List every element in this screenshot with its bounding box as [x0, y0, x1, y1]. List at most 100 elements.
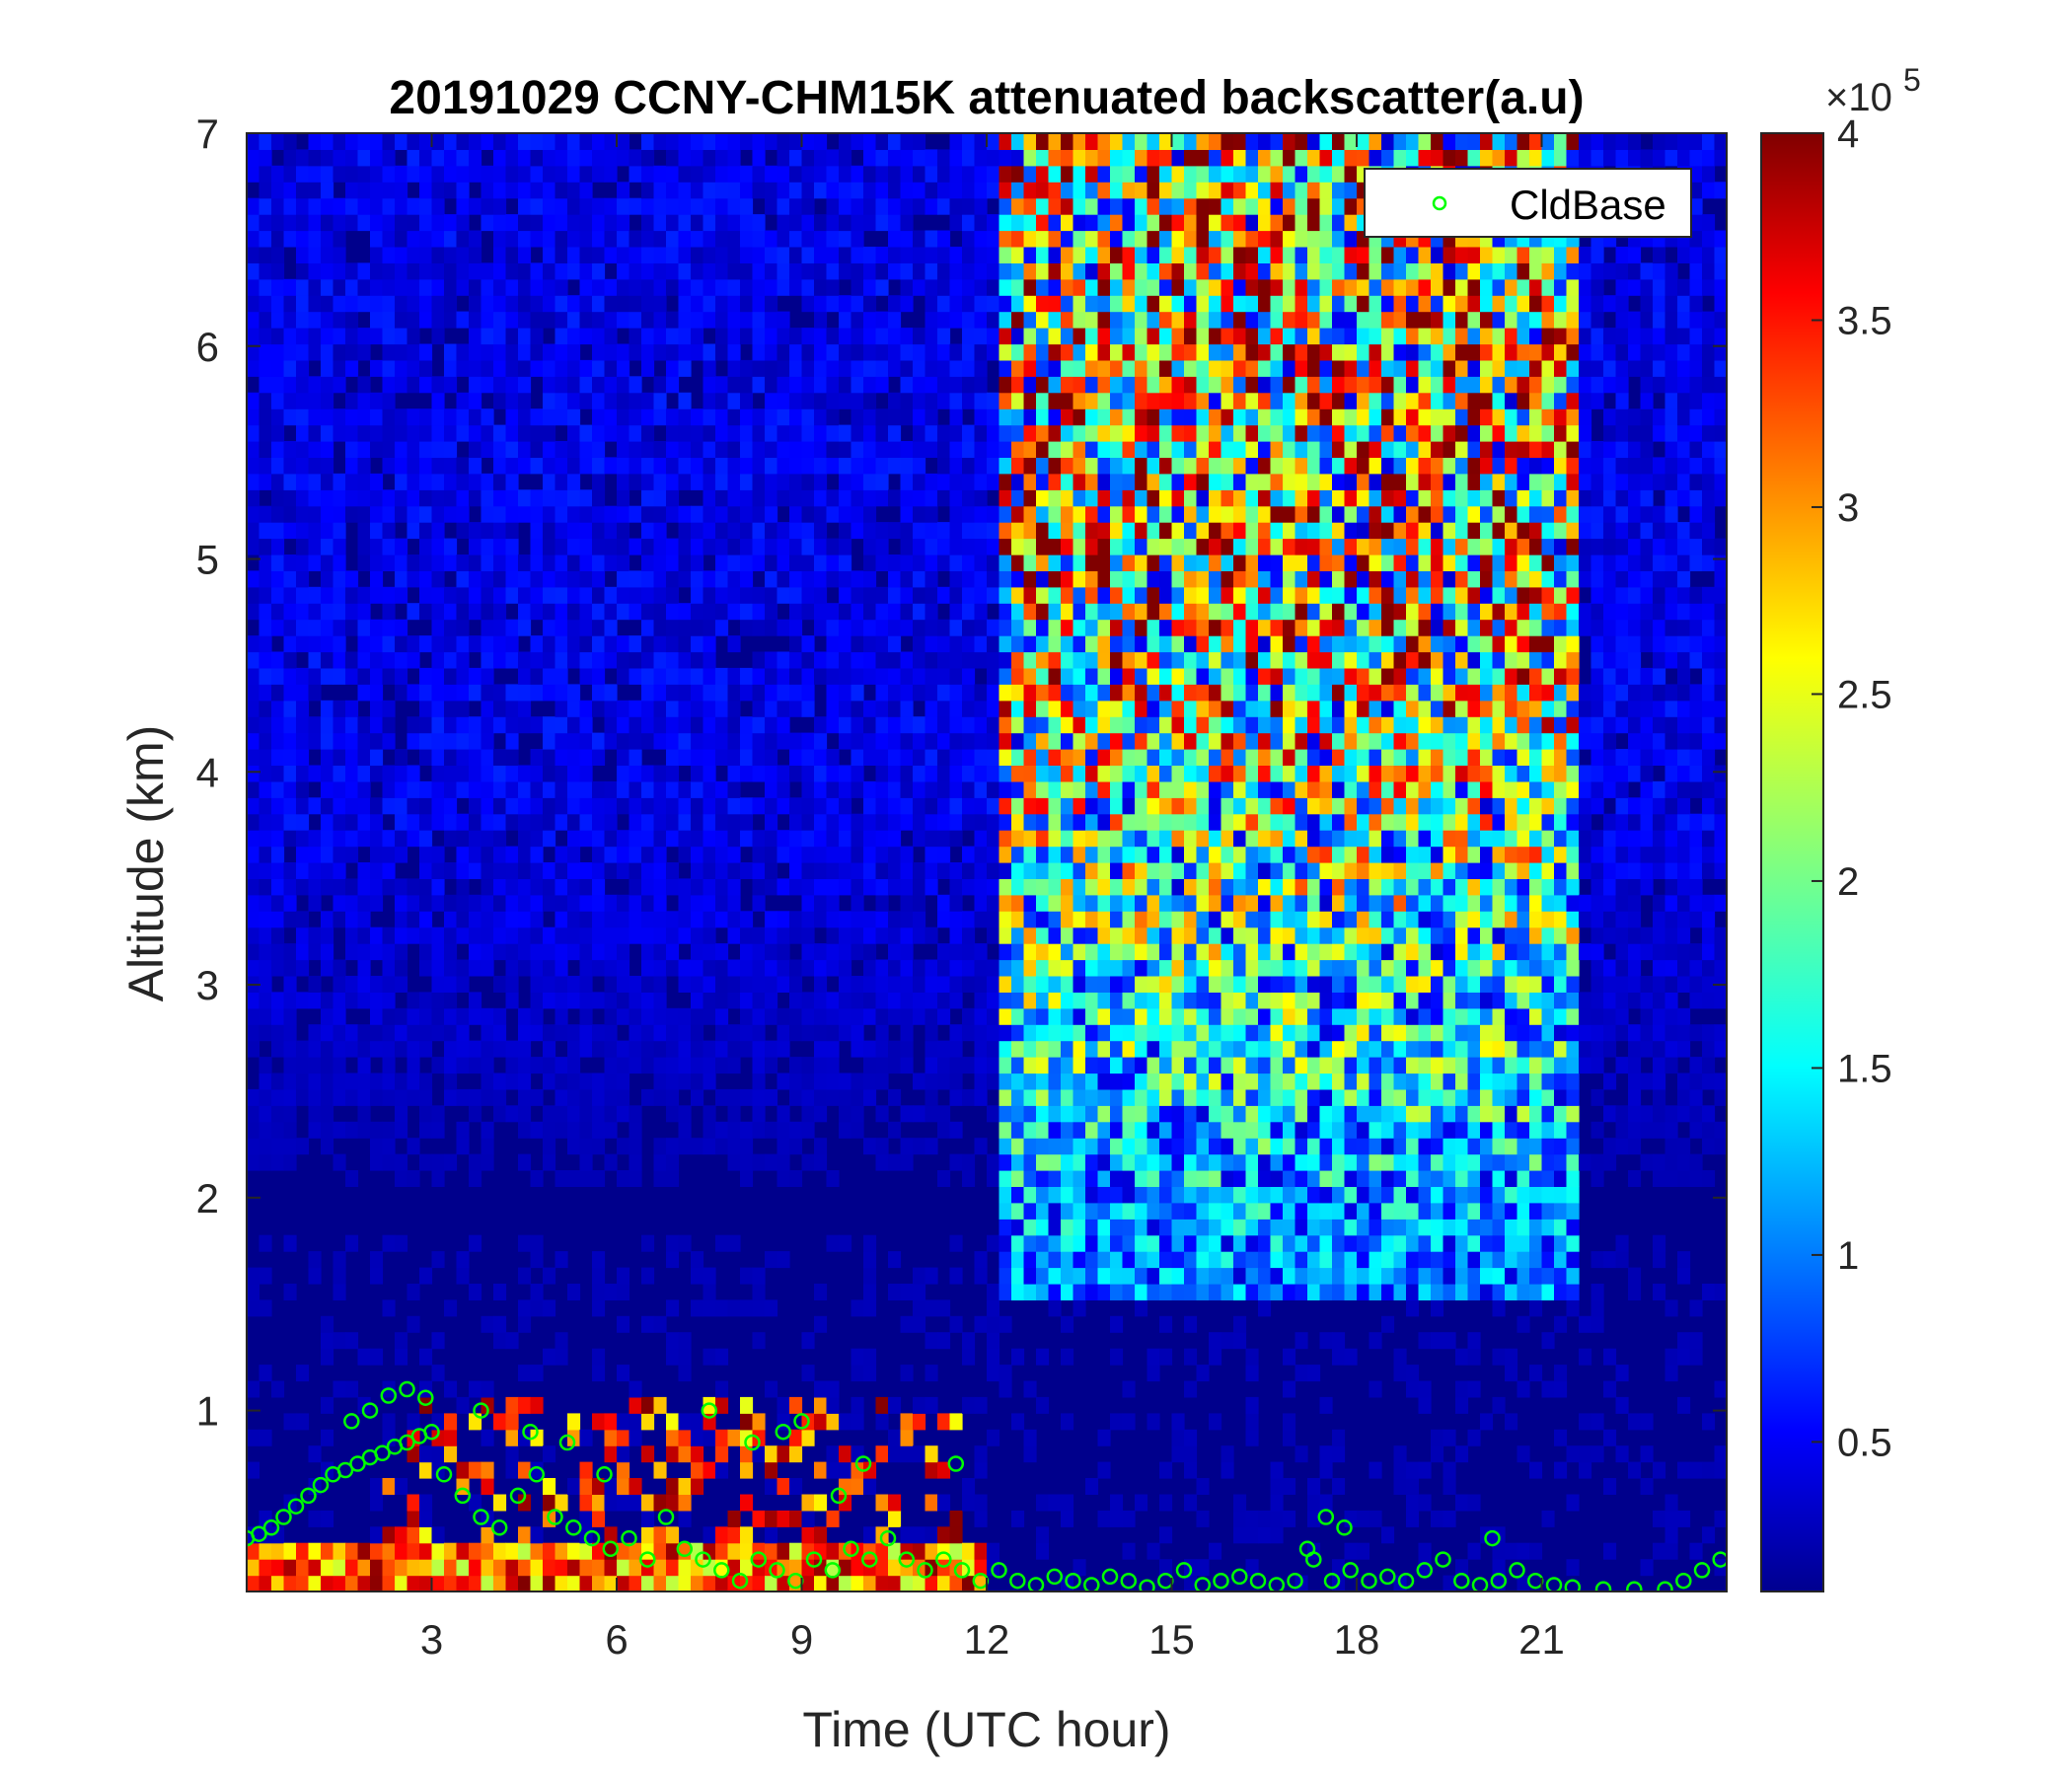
heatmap-cell [296, 522, 310, 540]
heatmap-cell [826, 619, 840, 636]
heatmap-cell [888, 797, 902, 815]
heatmap-cell [370, 278, 384, 296]
heatmap-cell [999, 586, 1012, 604]
heatmap-cell [999, 441, 1012, 458]
heatmap-cell [333, 1380, 346, 1398]
heatmap-cell [715, 700, 729, 717]
heatmap-cell [826, 424, 840, 442]
heatmap-cell [666, 457, 680, 475]
heatmap-cell [629, 1380, 642, 1398]
heatmap-cell [987, 441, 1000, 458]
heatmap-cell [765, 457, 778, 475]
heatmap-cell [949, 1234, 963, 1252]
heatmap-cell [604, 1445, 618, 1463]
heatmap-cell [382, 1559, 396, 1577]
heatmap-cell [283, 133, 297, 150]
heatmap-cell [1073, 230, 1086, 248]
heatmap-cell [863, 1284, 877, 1300]
heatmap-cell [1122, 295, 1136, 313]
heatmap-cell [1110, 1284, 1124, 1300]
heatmap-cell [691, 311, 704, 329]
heatmap-cell [555, 359, 568, 377]
heatmap-cell [888, 359, 902, 377]
heatmap-cell [456, 911, 470, 928]
heatmap-cell [740, 619, 754, 636]
heatmap-cell [407, 813, 420, 831]
heatmap-cell [555, 149, 568, 167]
heatmap-cell [641, 165, 655, 183]
heatmap-cell [407, 522, 420, 540]
heatmap-cell [1097, 1429, 1111, 1446]
heatmap-cell [567, 651, 581, 669]
heatmap-cell [937, 959, 951, 977]
heatmap-cell [1147, 555, 1160, 571]
heatmap-cell [530, 959, 544, 977]
heatmap-cell [937, 247, 951, 263]
heatmap-cell [419, 749, 433, 766]
heatmap-cell [308, 555, 322, 571]
heatmap-cell [666, 765, 680, 782]
heatmap-cell [296, 247, 310, 263]
heatmap-cell [1036, 586, 1050, 604]
heatmap-cell [962, 1007, 976, 1025]
heatmap-cell [777, 457, 790, 475]
heatmap-cell [1048, 1170, 1062, 1187]
heatmap-cell [678, 262, 692, 280]
heatmap-cell [1011, 1170, 1025, 1187]
heatmap-cell [543, 1105, 556, 1123]
heatmap-cell [765, 392, 778, 409]
heatmap-cell [1023, 667, 1037, 685]
heatmap-cell [579, 1088, 593, 1106]
heatmap-cell [604, 165, 618, 183]
heatmap-cell [752, 732, 766, 750]
heatmap-cell [431, 1105, 445, 1123]
heatmap-cell [925, 343, 938, 361]
heatmap-cell [1085, 667, 1099, 685]
heatmap-cell [765, 926, 778, 944]
heatmap-cell [937, 635, 951, 653]
heatmap-cell [321, 376, 334, 394]
heatmap-cell [321, 278, 334, 296]
heatmap-cell [962, 182, 976, 199]
heatmap-cell [974, 570, 988, 588]
heatmap-cell [395, 230, 408, 248]
heatmap-cell [641, 555, 655, 571]
heatmap-cell [555, 926, 568, 944]
heatmap-cell [321, 311, 334, 329]
heatmap-cell [592, 959, 606, 977]
heatmap-cell [789, 230, 803, 248]
heatmap-cell [703, 603, 716, 621]
heatmap-cell [555, 473, 568, 490]
heatmap-cell [703, 262, 716, 280]
heatmap-cell [370, 133, 384, 150]
heatmap-cell [555, 1073, 568, 1090]
heatmap-cell [481, 1559, 494, 1577]
heatmap-cell [974, 894, 988, 912]
heatmap-cell [925, 1396, 938, 1414]
heatmap-cell [999, 846, 1012, 863]
heatmap-cell [863, 457, 877, 475]
heatmap-cell [949, 926, 963, 944]
heatmap-cell [395, 182, 408, 199]
heatmap-cell [345, 911, 359, 928]
heatmap-cell [962, 1170, 976, 1187]
heatmap-cell [653, 1153, 667, 1171]
heatmap-cell [321, 328, 334, 345]
heatmap-cell [567, 780, 581, 798]
heatmap-cell [1097, 489, 1111, 507]
heatmap-cell [678, 976, 692, 993]
heatmap-cell [1110, 1234, 1124, 1252]
heatmap-cell [653, 862, 667, 879]
heatmap-cell [900, 1105, 914, 1123]
heatmap-cell [727, 197, 741, 215]
heatmap-cell [987, 408, 1000, 426]
heatmap-cell [431, 182, 445, 199]
heatmap-cell [851, 684, 864, 702]
heatmap-cell [407, 830, 420, 848]
heatmap-cell [1110, 457, 1124, 475]
heatmap-cell [247, 992, 260, 1009]
heatmap-cell [296, 328, 310, 345]
heatmap-cell [1122, 182, 1136, 199]
heatmap-cell [801, 247, 815, 263]
heatmap-cell [333, 1040, 346, 1058]
